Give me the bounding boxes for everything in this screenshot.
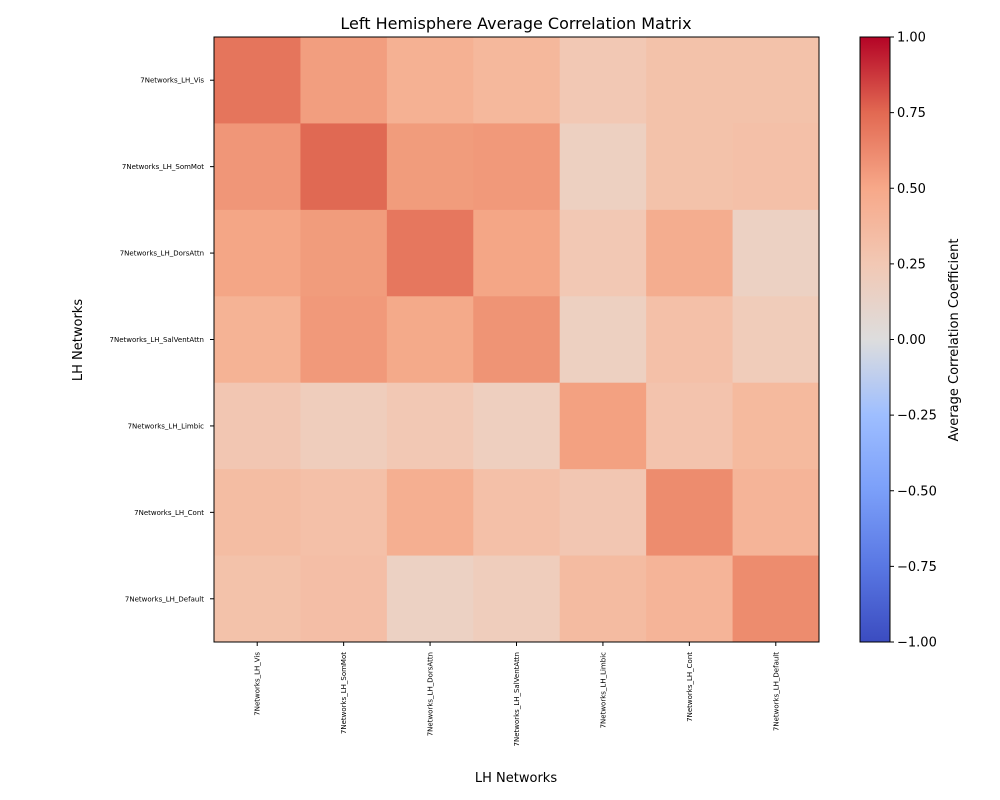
heatmap-cell bbox=[646, 469, 734, 557]
y-tick-label: 7Networks_LH_Default bbox=[125, 595, 204, 603]
y-tick-label: 7Networks_LH_Vis bbox=[140, 77, 204, 85]
heatmap-cell bbox=[300, 209, 388, 297]
heatmap-cell bbox=[732, 209, 820, 297]
colorbar-tick-label: 0.25 bbox=[897, 257, 926, 272]
heatmap-cell bbox=[646, 296, 734, 384]
heatmap-cell bbox=[732, 37, 820, 124]
colorbar-tick-label: −0.25 bbox=[897, 409, 937, 424]
x-tick-label: 7Networks_LH_Vis bbox=[254, 652, 262, 716]
heatmap-cell bbox=[386, 555, 474, 643]
y-tick-labels: 7Networks_LH_Vis 7Networks_LH_SomMot 7Netw… bbox=[110, 77, 214, 603]
x-tick-label: 7Networks_LH_SomMot bbox=[340, 652, 348, 734]
heatmap-cell bbox=[646, 209, 734, 297]
x-tick-label: 7Networks_LH_Cont bbox=[686, 652, 694, 722]
heatmap-cell bbox=[386, 37, 474, 124]
heatmap-cell bbox=[214, 209, 301, 297]
heatmap-cell bbox=[473, 209, 561, 297]
heatmap-cell bbox=[473, 382, 561, 470]
x-tick-labels: 7Networks_LH_Vis 7Networks_LH_SomMot 7Netw… bbox=[254, 642, 780, 747]
colorbar-tick-label: 0.50 bbox=[897, 182, 926, 197]
heatmap-cell bbox=[386, 469, 474, 557]
heatmap-cell bbox=[300, 37, 388, 124]
heatmap-cell bbox=[214, 123, 301, 211]
colorbar-tick-label: 0.00 bbox=[897, 333, 926, 348]
heatmap-cell bbox=[386, 296, 474, 384]
colorbar-tick-label: −0.75 bbox=[897, 560, 937, 575]
heatmap-cell bbox=[646, 123, 734, 211]
heatmap-cell bbox=[214, 37, 301, 124]
y-tick-label: 7Networks_LH_SalVentAttn bbox=[110, 336, 205, 344]
heatmap-cell bbox=[732, 469, 820, 557]
heatmap-cell bbox=[559, 123, 647, 211]
heatmap-cell bbox=[646, 555, 734, 643]
x-axis-label: LH Networks bbox=[475, 771, 557, 786]
y-tick-label: 7Networks_LH_Limbic bbox=[128, 422, 205, 430]
heatmap-cell bbox=[559, 469, 647, 557]
heatmap-cell bbox=[300, 296, 388, 384]
x-tick-label: 7Networks_LH_SalVentAttn bbox=[513, 652, 521, 747]
x-tick-label: 7Networks_LH_Limbic bbox=[599, 652, 607, 729]
colorbar-tick-label: −1.00 bbox=[897, 636, 937, 651]
heatmap-cell bbox=[473, 469, 561, 557]
heatmap-cell bbox=[300, 469, 388, 557]
heatmap-cell bbox=[473, 296, 561, 384]
y-tick-label: 7Networks_LH_Cont bbox=[134, 509, 204, 517]
heatmap-cell bbox=[214, 555, 301, 643]
heatmap-cell bbox=[214, 382, 301, 470]
heatmap-cell bbox=[386, 382, 474, 470]
heatmap-cell bbox=[473, 37, 561, 124]
heatmap-cell bbox=[214, 469, 301, 557]
heatmap-cells bbox=[214, 37, 820, 643]
heatmap-cell bbox=[300, 555, 388, 643]
heatmap-cell bbox=[300, 123, 388, 211]
heatmap-cell bbox=[559, 37, 647, 124]
y-tick-label: 7Networks_LH_SomMot bbox=[122, 163, 204, 171]
colorbar-tick-label: 1.00 bbox=[897, 31, 926, 46]
heatmap-cell bbox=[473, 555, 561, 643]
heatmap-cell bbox=[559, 209, 647, 297]
colorbar-ticks: 1.00 0.75 0.50 0.25 0.00 −0.25 −0.50 −0.75 −1.00 bbox=[890, 31, 937, 651]
heatmap-cell bbox=[646, 37, 734, 124]
heatmap-cell bbox=[732, 296, 820, 384]
heatmap-cell bbox=[473, 123, 561, 211]
heatmap-cell bbox=[214, 296, 301, 384]
colorbar-label: Average Correlation Coefficient bbox=[947, 238, 962, 441]
heatmap-cell bbox=[559, 296, 647, 384]
heatmap-cell bbox=[559, 555, 647, 643]
heatmap-cell bbox=[732, 555, 820, 643]
heatmap-cell bbox=[386, 209, 474, 297]
colorbar-tick-label: 0.75 bbox=[897, 106, 926, 121]
x-tick-label: 7Networks_LH_DorsAttn bbox=[427, 652, 435, 736]
heatmap-cell bbox=[559, 382, 647, 470]
chart-title: Left Hemisphere Average Correlation Matr… bbox=[340, 14, 691, 33]
heatmap-cell bbox=[732, 123, 820, 211]
colorbar bbox=[859, 36, 891, 643]
y-tick-label: 7Networks_LH_DorsAttn bbox=[120, 250, 204, 258]
heatmap-cell bbox=[646, 382, 734, 470]
x-tick-label: 7Networks_LH_Default bbox=[772, 652, 780, 731]
y-axis-label: LH Networks bbox=[71, 299, 86, 381]
heatmap-cell bbox=[732, 382, 820, 470]
colorbar-tick-label: −0.50 bbox=[897, 484, 937, 499]
heatmap-cell bbox=[386, 123, 474, 211]
heatmap-cell bbox=[300, 382, 388, 470]
